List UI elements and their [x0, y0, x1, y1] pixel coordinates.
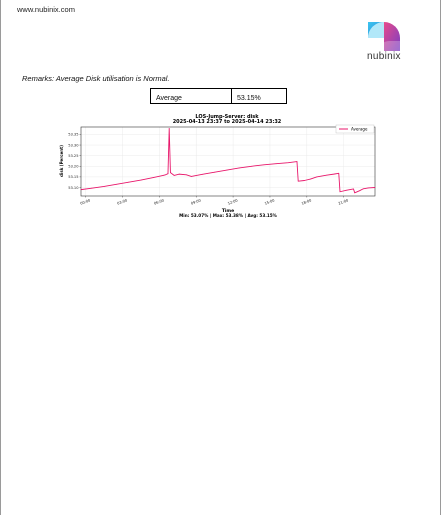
- series-point: [297, 180, 299, 182]
- series-point: [367, 187, 369, 189]
- disk-usage-chart: LOS-Jump-Server: disk 2025-04-13 23:37 t…: [55, 113, 380, 225]
- series-point: [310, 178, 311, 180]
- chart-footer-stats: Min: 53.07% | Max: 53.38% | Avg: 53.15%: [179, 213, 278, 218]
- x-tick-label: 09:00: [190, 198, 202, 206]
- y-tick-label: 53.35: [68, 133, 78, 137]
- series-point: [178, 173, 180, 175]
- series-point: [304, 180, 305, 181]
- series-point: [251, 165, 252, 167]
- series-point: [91, 187, 93, 189]
- y-tick-label: 53.15: [68, 175, 78, 179]
- series-point: [167, 173, 169, 175]
- x-tick-label: 00:00: [80, 198, 92, 206]
- chart-subtitle: 2025-04-13 23:37 to 2025-04-14 23:32: [173, 119, 282, 125]
- series-point: [190, 176, 192, 177]
- remarks-text: Remarks: Average Disk utilisation is Nor…: [22, 74, 170, 83]
- y-tick-label: 53.20: [68, 165, 79, 169]
- series-point: [103, 186, 105, 187]
- series-point: [128, 181, 130, 183]
- series-point: [162, 175, 164, 176]
- series-point: [116, 183, 117, 185]
- series-point: [165, 174, 166, 176]
- x-tick-label: 18:00: [301, 198, 313, 206]
- summary-label-cell: Average: [151, 89, 232, 103]
- series-point: [168, 128, 170, 129]
- chart-title: LOS-Jump-Server: disk: [195, 114, 259, 120]
- series-point: [374, 187, 376, 188]
- series-line-average: [80, 128, 376, 194]
- page-border-left: [0, 0, 1, 515]
- plot-area-frame: [80, 126, 376, 197]
- series-point: [152, 177, 154, 178]
- y-tick-label: 53.25: [68, 154, 78, 158]
- series-point: [296, 161, 298, 162]
- x-tick-label: 06:00: [153, 198, 165, 206]
- chart-series: [80, 128, 376, 194]
- series-point: [333, 173, 335, 175]
- series-point: [226, 169, 228, 171]
- series-point: [354, 192, 356, 194]
- series-point: [316, 176, 317, 178]
- series-point: [238, 167, 240, 169]
- y-tick-label: 53.30: [68, 143, 79, 147]
- x-axis-label: Time: [222, 208, 234, 214]
- series-point: [186, 174, 187, 176]
- series-point: [353, 188, 354, 190]
- series-point: [170, 172, 171, 173]
- series-point: [288, 162, 289, 164]
- chart-ticks: 53.10 53.15 53.20 53.25 53.30 53.35 00:00 03:00…: [68, 133, 349, 206]
- summary-table: Average 53.15%: [150, 88, 287, 104]
- chart-grid: [81, 127, 375, 196]
- x-tick-label: 12:00: [227, 198, 239, 206]
- chart-svg: LOS-Jump-Server: disk 2025-04-13 23:37 t…: [59, 114, 376, 218]
- logo-text: nubinix: [367, 51, 401, 62]
- x-tick-label: 03:00: [117, 198, 129, 206]
- series-point: [214, 171, 216, 173]
- series-point: [140, 179, 142, 181]
- series-point: [345, 189, 347, 191]
- chart-legend: Average: [335, 124, 375, 134]
- series-point: [275, 163, 277, 165]
- series-point: [326, 174, 327, 176]
- series-point: [263, 164, 265, 166]
- series-point: [362, 188, 364, 190]
- series-point: [80, 189, 82, 190]
- x-tick-label: 21:00: [338, 198, 350, 206]
- series-point: [339, 191, 341, 193]
- summary-value-cell: 53.15%: [237, 95, 261, 102]
- x-tick-label: 15:00: [264, 198, 276, 206]
- site-url[interactable]: www.nubinix.com: [17, 5, 75, 14]
- series-point: [173, 175, 175, 176]
- series-point: [338, 172, 340, 174]
- nubinix-logo-icon: [367, 21, 401, 61]
- series-point: [202, 173, 203, 175]
- y-axis-label: disk (Percent): [59, 145, 64, 177]
- series-point: [359, 190, 360, 192]
- y-tick-label: 53.10: [68, 186, 79, 190]
- legend-label-average: Average: [351, 127, 368, 132]
- legend-box: [335, 124, 375, 134]
